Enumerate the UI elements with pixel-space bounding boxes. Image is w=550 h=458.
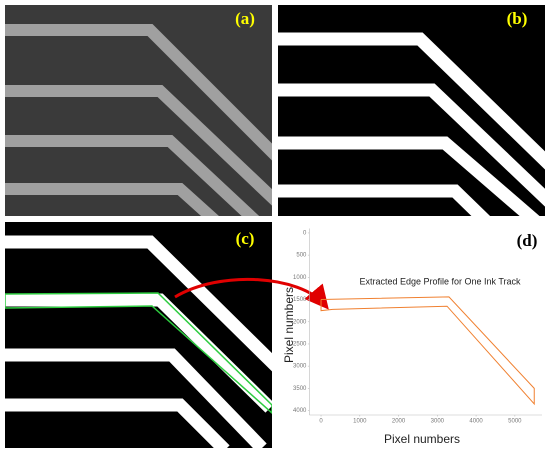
- panel-label: (b): [507, 9, 528, 28]
- y-tick-label: 3500: [293, 386, 307, 392]
- chart-title: Extracted Edge Profile for One Ink Track: [359, 276, 521, 286]
- chart-panel: [278, 222, 545, 448]
- x-tick-label: 4000: [469, 419, 483, 425]
- y-tick-label: 1000: [293, 275, 307, 281]
- y-tick-label: 2500: [293, 342, 307, 348]
- arrow: [174, 277, 329, 310]
- image-c: [5, 222, 272, 448]
- panel-label: (c): [236, 229, 255, 248]
- y-tick-label: 2000: [293, 319, 307, 325]
- panel-label: (d): [517, 231, 538, 250]
- x-tick-label: 0: [319, 419, 323, 425]
- x-tick-label: 1000: [353, 419, 367, 425]
- image-b: [278, 5, 545, 216]
- profile-line: [320, 296, 535, 406]
- x-tick-label: 2000: [392, 419, 406, 425]
- image-a: [5, 5, 272, 216]
- x-axis-label: Pixel numbers: [384, 432, 460, 446]
- y-tick-label: 500: [296, 253, 307, 259]
- y-tick-label: 3000: [293, 364, 307, 370]
- x-tick-label: 3000: [431, 419, 445, 425]
- x-tick-label: 5000: [508, 419, 522, 425]
- panel-label: (a): [235, 9, 255, 28]
- y-tick-label: 0: [303, 231, 307, 237]
- y-axis-label: Pixel numbers: [282, 287, 296, 363]
- y-tick-label: 1500: [293, 297, 307, 303]
- y-tick-label: 4000: [293, 408, 307, 414]
